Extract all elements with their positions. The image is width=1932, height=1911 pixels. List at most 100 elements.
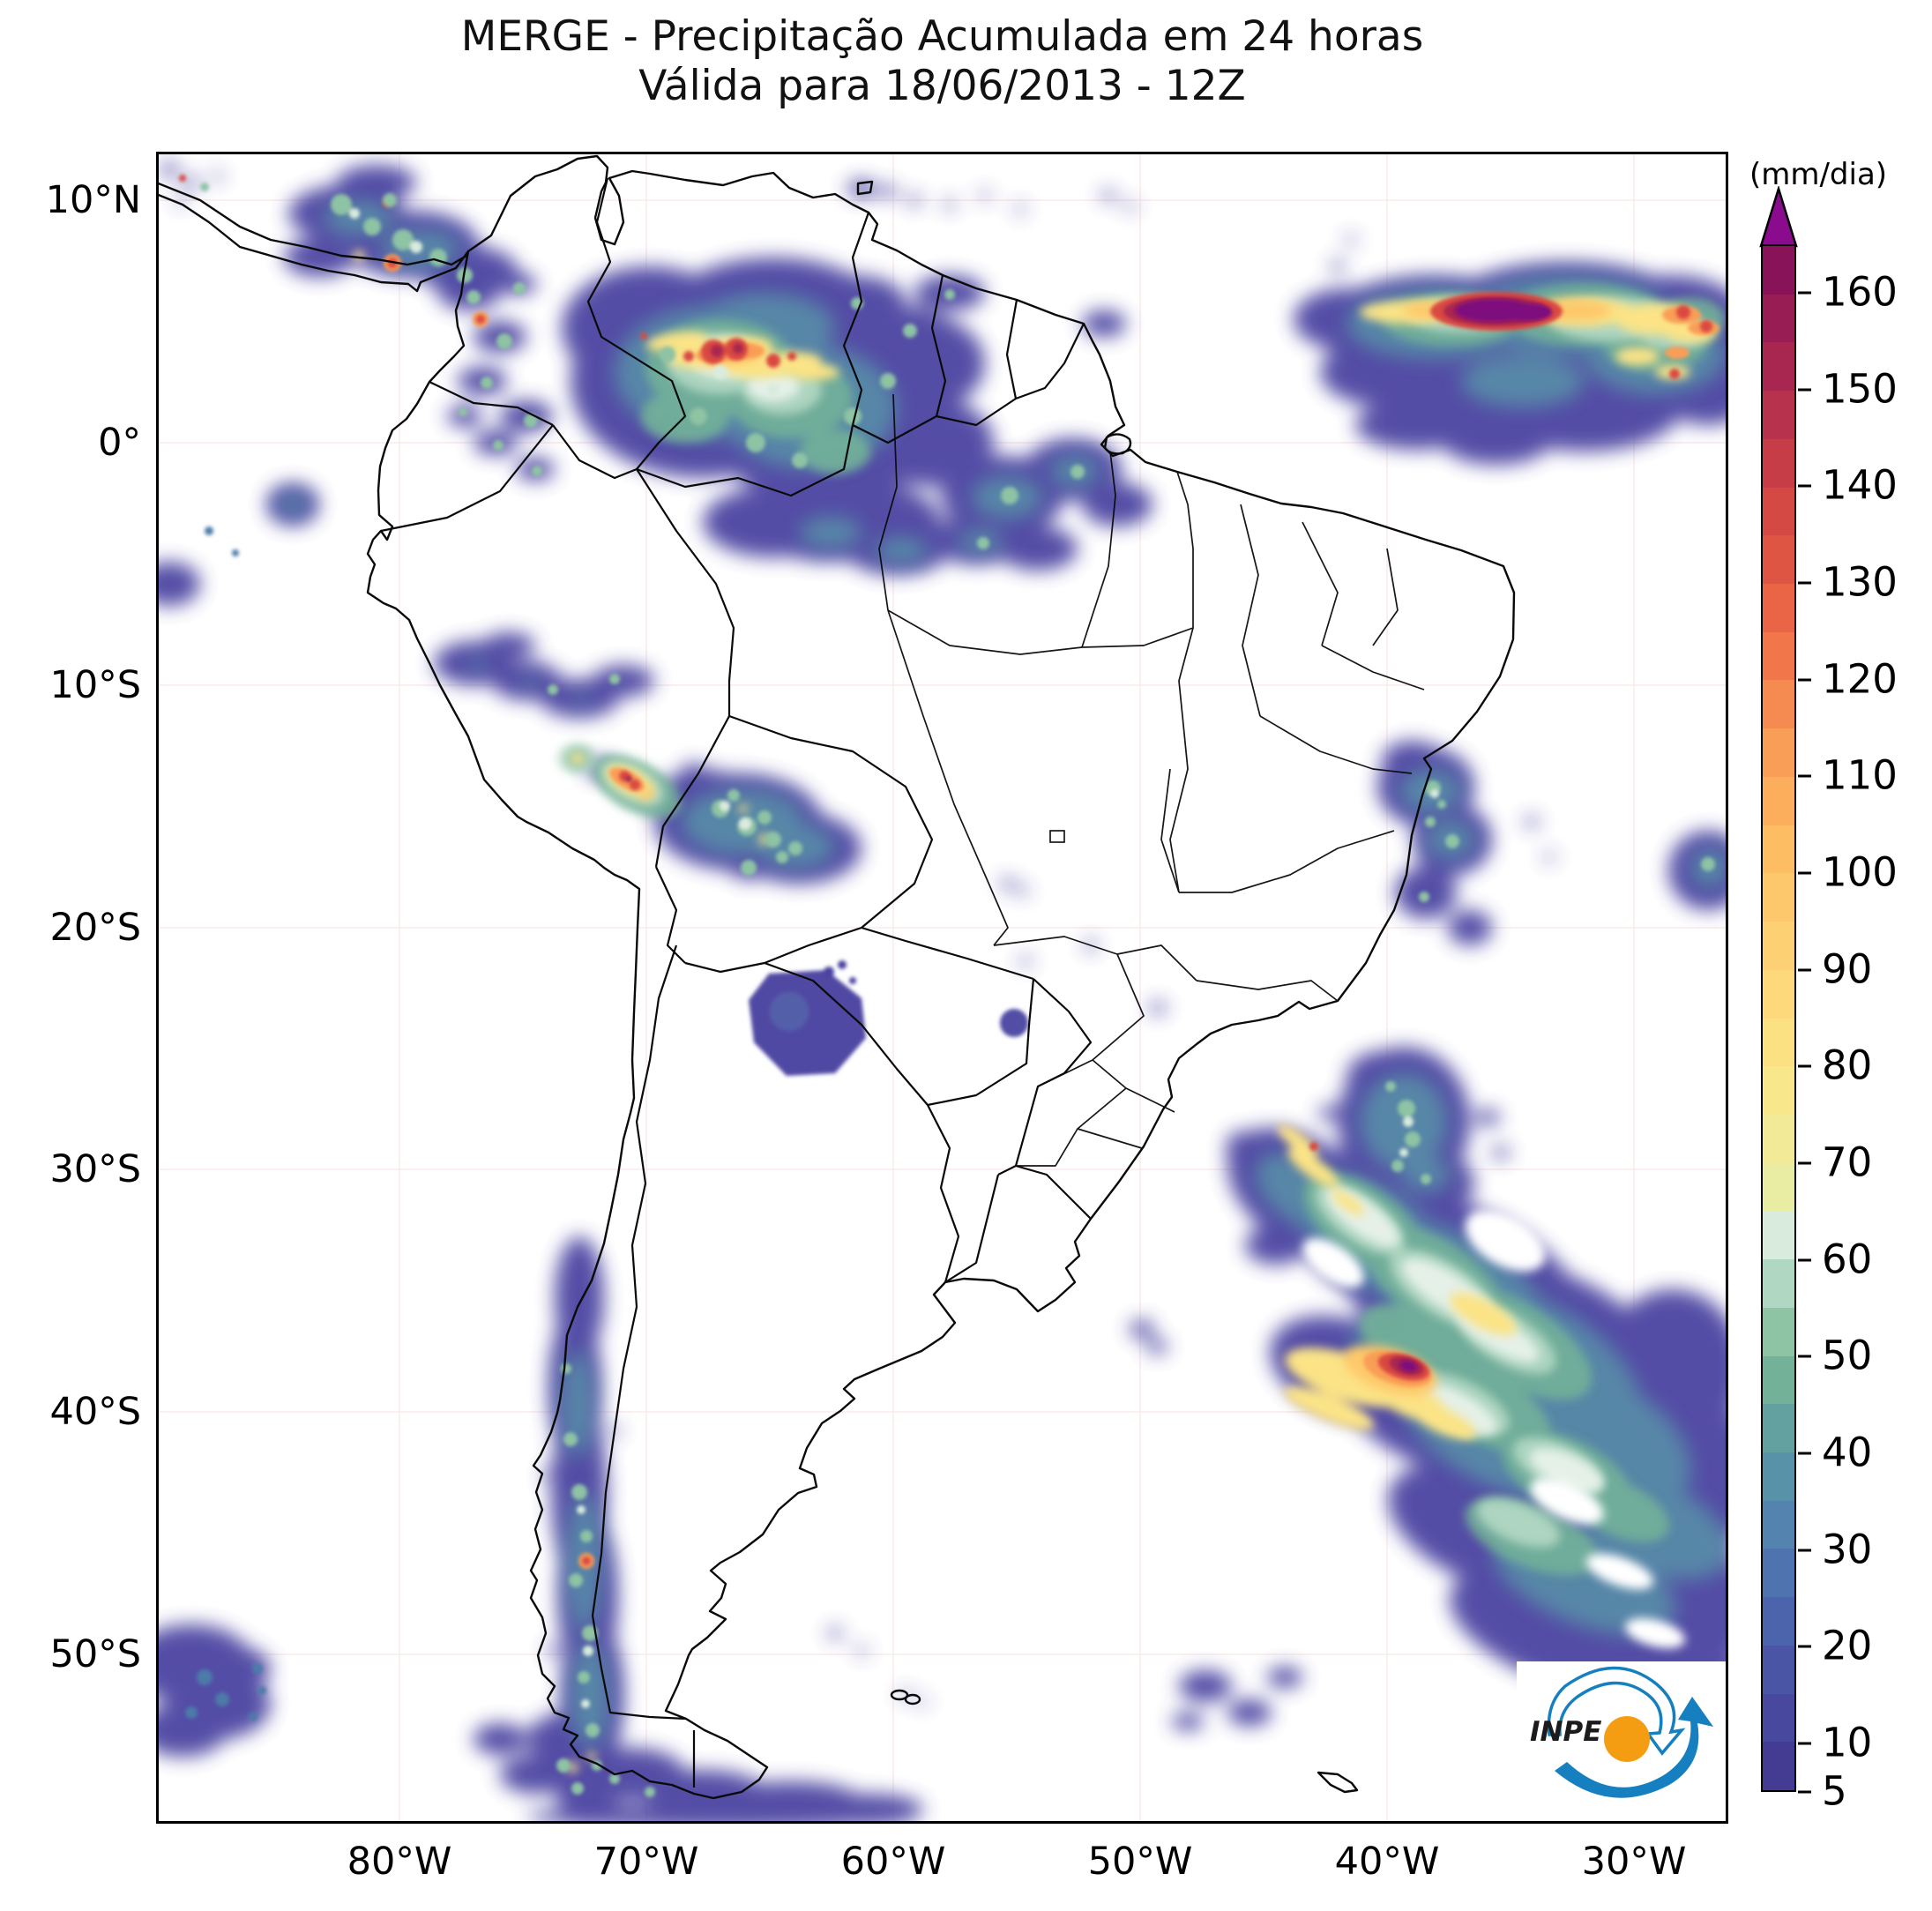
colorbar-tickmark-100 <box>1798 871 1811 875</box>
lon-tick-label-3: 50°W <box>1087 1840 1193 1884</box>
inpe-logo-text: INPE <box>1530 1716 1601 1748</box>
colorbar-tickmark-20 <box>1798 1645 1811 1648</box>
precip-speckles <box>185 183 1715 1797</box>
precip-paraguay-shield <box>749 960 1028 1076</box>
colorbar-tickmark-5 <box>1798 1790 1811 1794</box>
colorbar-tickmark-40 <box>1798 1452 1811 1455</box>
inpe-swoosh-arrow <box>1555 1697 1713 1798</box>
colorbar-ticklabel-60: 60 <box>1822 1235 1873 1283</box>
colorbar <box>1761 244 1796 1792</box>
colorbar-tickmark-160 <box>1798 291 1811 295</box>
state-borders-brazil <box>878 393 1425 1167</box>
colorbar-ticklabel-90: 90 <box>1822 945 1873 993</box>
colorbar-band-125-130 <box>1763 584 1794 632</box>
lon-tick-label-4: 40°W <box>1334 1840 1440 1884</box>
colorbar-ticklabel-110: 110 <box>1822 751 1898 799</box>
colorbar-band-55-60 <box>1763 1259 1794 1308</box>
colorbar-tickmark-30 <box>1798 1549 1811 1552</box>
colorbar-band-105-110 <box>1763 776 1794 825</box>
colorbar-ticklabel-130: 130 <box>1822 558 1898 606</box>
colorbar-band-95-100 <box>1763 873 1794 922</box>
colorbar-tickmark-70 <box>1798 1161 1811 1165</box>
colorbar-band-35-40 <box>1763 1452 1794 1501</box>
colorbar-band-120-125 <box>1763 631 1794 681</box>
map-canvas: INPE <box>156 152 1728 1824</box>
colorbar-band-5-10 <box>1763 1742 1794 1790</box>
precip-gaps <box>1302 1210 1686 1649</box>
colorbar-tickmark-90 <box>1798 968 1811 972</box>
precipitation-field <box>156 162 1728 1824</box>
colorbar-band-25-30 <box>1763 1549 1794 1598</box>
colorbar-band-15-20 <box>1763 1645 1794 1694</box>
map-frame <box>156 152 1728 1824</box>
island-falkland-east <box>904 1693 921 1706</box>
colorbar-tickmark-50 <box>1798 1355 1811 1358</box>
colorbar-tickmark-10 <box>1798 1742 1811 1745</box>
lat-tick-label-4: 30°S <box>49 1147 141 1191</box>
colorbar-band-115-120 <box>1763 680 1794 729</box>
colorbar-ticklabel-140: 140 <box>1822 461 1898 509</box>
lat-tick-label-3: 20°S <box>49 906 141 950</box>
colorbar-band-160-165 <box>1763 246 1794 295</box>
colorbar-tickmark-150 <box>1798 388 1811 392</box>
colorbar-band-155-160 <box>1763 294 1794 343</box>
colorbar-band-65-70 <box>1763 1162 1794 1212</box>
colorbar-ticklabel-70: 70 <box>1822 1138 1873 1186</box>
colorbar-band-85-90 <box>1763 969 1794 1019</box>
lon-tick-label-2: 60°W <box>840 1840 946 1884</box>
island-south-georgia <box>1317 1771 1359 1794</box>
colorbar-ticklabel-40: 40 <box>1822 1429 1873 1476</box>
colorbar-tickmark-140 <box>1798 484 1811 488</box>
colorbar-tickmark-130 <box>1798 581 1811 585</box>
colorbar-ticklabel-80: 80 <box>1822 1041 1873 1089</box>
colorbar-ticklabel-100: 100 <box>1822 848 1898 896</box>
colorbar-band-20-25 <box>1763 1597 1794 1646</box>
inpe-swirl-outline <box>1547 1666 1686 1756</box>
colorbar-band-50-55 <box>1763 1307 1794 1356</box>
colorbar-ticklabel-30: 30 <box>1822 1526 1873 1573</box>
colorbar-ticklabel-160: 160 <box>1822 268 1898 316</box>
colorbar-ticklabel-10: 10 <box>1822 1719 1873 1766</box>
distrito-federal-marker <box>1049 830 1065 843</box>
colorbar-tickmark-120 <box>1798 678 1811 682</box>
colorbar-ticklabel-120: 120 <box>1822 655 1898 703</box>
lat-tick-label-0: 10°N <box>45 178 141 222</box>
colorbar-tickmark-110 <box>1798 774 1811 778</box>
island-falkland-west <box>890 1689 909 1701</box>
colorbar-band-40-45 <box>1763 1404 1794 1452</box>
colorbar-band-70-75 <box>1763 1114 1794 1163</box>
colorbar-band-30-35 <box>1763 1500 1794 1549</box>
lat-tick-label-1: 0° <box>98 421 141 465</box>
colorbar-band-45-50 <box>1763 1355 1794 1405</box>
title-line-1: MERGE - Precipitação Acumulada em 24 hor… <box>460 12 1424 61</box>
colorbar-ticklabel-50: 50 <box>1822 1332 1873 1379</box>
inpe-logo: INPE <box>1517 1661 1727 1822</box>
lat-tick-label-6: 50°S <box>49 1632 141 1676</box>
colorbar-band-145-150 <box>1763 391 1794 439</box>
coastline-central-america <box>156 181 470 293</box>
colorbar-band-140-145 <box>1763 438 1794 488</box>
figure-title: MERGE - Precipitação Acumulada em 24 hor… <box>156 12 1728 111</box>
lon-tick-label-5: 30°W <box>1581 1840 1687 1884</box>
colorbar-band-150-155 <box>1763 342 1794 392</box>
colorbar-band-110-115 <box>1763 728 1794 777</box>
inpe-orange-dot <box>1604 1716 1650 1762</box>
colorbar-band-135-140 <box>1763 487 1794 536</box>
lon-tick-label-1: 70°W <box>593 1840 699 1884</box>
title-line-2: Válida para 18/06/2013 - 12Z <box>638 62 1246 110</box>
colorbar-ticklabel-20: 20 <box>1822 1622 1873 1669</box>
colorbar-band-100-105 <box>1763 825 1794 874</box>
lon-tick-label-0: 80°W <box>347 1840 452 1884</box>
colorbar-band-10-15 <box>1763 1693 1794 1743</box>
colorbar-over-arrow <box>1759 186 1798 248</box>
island-trinidad <box>856 180 874 196</box>
lat-tick-label-5: 40°S <box>49 1390 141 1434</box>
colorbar-tickmark-60 <box>1798 1258 1811 1262</box>
colorbar-band-75-80 <box>1763 1066 1794 1115</box>
colorbar-band-60-65 <box>1763 1211 1794 1260</box>
coastline-south-america <box>366 154 1516 1800</box>
lat-tick-label-2: 10°S <box>49 663 141 707</box>
country-borders <box>380 177 1093 1788</box>
precip-red-cores <box>179 175 1719 1569</box>
